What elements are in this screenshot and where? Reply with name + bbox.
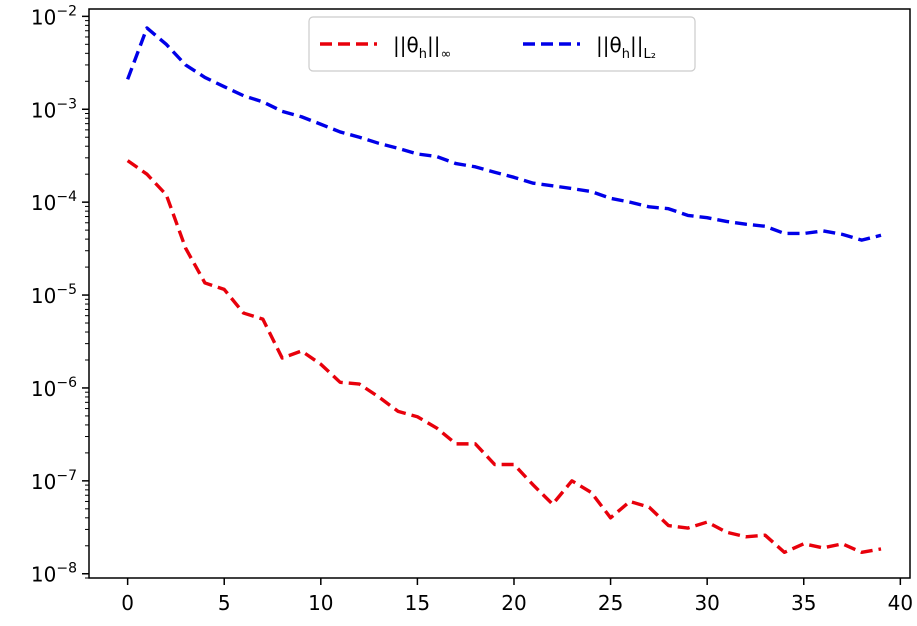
y-tick-label: 10−2 bbox=[31, 3, 77, 29]
plot-frame bbox=[88, 8, 911, 579]
x-tick-label: 25 bbox=[598, 591, 623, 615]
y-tick-label: 10−6 bbox=[31, 375, 77, 401]
series-layer bbox=[126, 26, 882, 555]
x-axis-ticks: 0 5 10 15 20 25 30 35 40 bbox=[121, 578, 913, 615]
y-tick-label: 10−4 bbox=[31, 189, 77, 215]
x-tick-label: 35 bbox=[791, 591, 816, 615]
x-tick-label: 5 bbox=[218, 591, 231, 615]
x-tick-label: 15 bbox=[405, 591, 430, 615]
x-tick-label: 0 bbox=[121, 591, 134, 615]
y-tick-label: 10−3 bbox=[31, 96, 77, 122]
x-tick-label: 40 bbox=[888, 591, 913, 615]
y-axis-ticks: 10−8 10−7 10−6 10−5 10−4 10−3 10−2 bbox=[31, 3, 89, 587]
legend-label-l2: ||θh||L₂ bbox=[596, 33, 656, 62]
x-tick-label: 30 bbox=[694, 591, 719, 615]
y-tick-label: 10−8 bbox=[31, 561, 77, 587]
series-line-inf-norm bbox=[126, 159, 882, 555]
x-tick-label: 10 bbox=[308, 591, 333, 615]
series-line-l2-norm bbox=[126, 26, 882, 242]
legend-label-inf: ||θh||∞ bbox=[393, 33, 451, 62]
legend: ||θh||∞ ||θh||L₂ bbox=[308, 16, 696, 72]
y-tick-label: 10−7 bbox=[31, 468, 77, 494]
legend-box bbox=[308, 16, 696, 72]
y-tick-label: 10−5 bbox=[31, 282, 77, 308]
x-tick-label: 20 bbox=[501, 591, 526, 615]
